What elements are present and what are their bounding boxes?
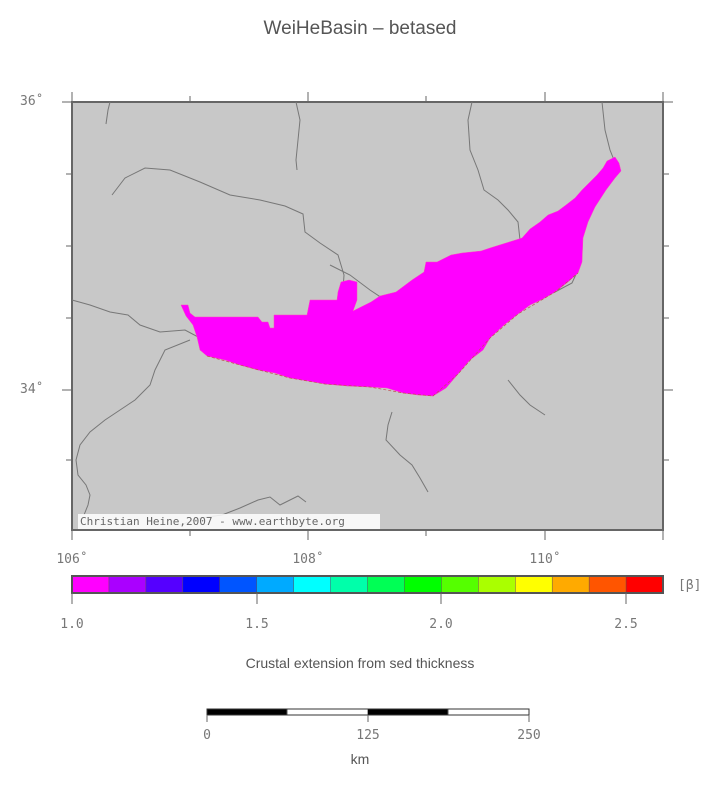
river (467, 101, 521, 241)
colorbar-tick-label: 1.0 (60, 617, 84, 632)
scale-bar (206, 708, 530, 722)
river (295, 101, 301, 171)
colorbar-tick-label: 1.5 (245, 617, 269, 632)
colorbar-frame (71, 575, 664, 594)
basin-extension-area (180, 156, 622, 397)
river (601, 101, 615, 161)
colorbar-cell (625, 575, 664, 594)
colorbar-cells (71, 575, 664, 594)
colorbar-cell (219, 575, 258, 594)
basin-boundary (206, 272, 579, 397)
lon-label-106: 106˚ (56, 552, 88, 567)
river (507, 379, 546, 416)
colorbar-cell (256, 575, 295, 594)
colorbar-caption: Crustal extension from sed thickness (245, 655, 475, 671)
colorbar-cell (551, 575, 590, 594)
colorbar-cell (367, 575, 406, 594)
map-title: WeiHeBasin – betased (263, 18, 457, 39)
colorbar-tick-label: 2.5 (614, 617, 638, 632)
colorbar-cell (71, 575, 110, 594)
scale-label: 250 (517, 728, 541, 743)
colorbar-cell (182, 575, 221, 594)
river (105, 101, 111, 125)
colorbar-cell (108, 575, 147, 594)
river (111, 167, 345, 291)
scale-unit: km (350, 751, 370, 767)
colorbar-cell (515, 575, 553, 594)
colorbar-ticks (71, 593, 627, 604)
colorbar-cell (330, 575, 369, 594)
river (385, 411, 429, 493)
credit-text: Christian Heine,2007 - www.earthbyte.org (80, 515, 345, 528)
lat-label-34: 34˚ (20, 382, 44, 397)
scale-label: 0 (203, 728, 211, 743)
lon-label-110: 110˚ (529, 552, 561, 567)
lon-label-108: 108˚ (292, 552, 324, 567)
colorbar-cell (404, 575, 443, 594)
lat-label-36: 36˚ (20, 94, 44, 109)
colorbar-cell (588, 575, 627, 594)
colorbar-cell (145, 575, 184, 594)
colorbar-cell (478, 575, 516, 594)
colorbar-unit: [β] (678, 578, 702, 593)
river (71, 299, 201, 339)
credit-box (78, 514, 380, 529)
river (75, 339, 191, 516)
colorbar-cell (441, 575, 480, 594)
colorbar-tick-label: 2.0 (429, 617, 453, 632)
scale-label: 125 (356, 728, 380, 743)
colorbar-cell (293, 575, 332, 594)
frame-ticks (62, 92, 673, 540)
